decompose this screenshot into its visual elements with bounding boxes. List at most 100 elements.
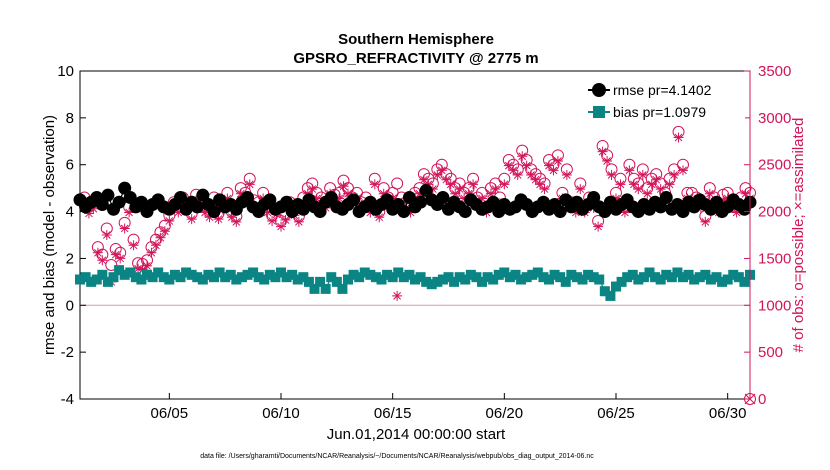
x-axis-ticks: 06/05 06/10 06/15 06/20 06/25 06/30 — [151, 393, 747, 422]
assimilated-obs-point — [110, 249, 121, 260]
assimilated-obs-point — [378, 188, 389, 199]
assimilated-obs-point — [454, 184, 465, 195]
bias-point — [616, 276, 627, 287]
assimilated-obs-point — [459, 193, 470, 204]
bias-point — [410, 274, 420, 285]
assimilated-obs-point — [544, 160, 554, 171]
assimilated-obs-point — [436, 165, 447, 176]
bias-point — [253, 272, 264, 283]
rmse-point — [402, 191, 416, 205]
x-axis-label: Jun.01,2014 00:00:00 start — [327, 426, 506, 443]
assimilated-obs-point — [619, 207, 630, 218]
possible-obs-point — [391, 177, 404, 190]
rmse-point — [95, 198, 109, 212]
bias-point — [471, 272, 482, 283]
assimilated-obs-point — [740, 188, 751, 199]
bias-point — [147, 272, 158, 283]
bias-point — [209, 272, 219, 283]
legend-rmse-label: rmse pr=4.1402 — [613, 82, 712, 98]
rmse-point — [598, 205, 612, 219]
x-tick-label: 06/20 — [486, 405, 524, 422]
x-tick-label: 06/30 — [709, 405, 747, 422]
rmse-point — [313, 205, 327, 219]
assimilated-obs-point — [392, 290, 403, 301]
assimilated-obs-point — [83, 208, 94, 219]
assimilated-obs-point — [597, 146, 608, 157]
assimilated-obs-point — [570, 207, 581, 218]
assimilated-obs-point — [678, 165, 688, 176]
bias-point — [86, 276, 97, 287]
assimilated-obs-point — [204, 212, 215, 223]
bias-point — [443, 272, 454, 283]
bias-point — [287, 269, 298, 280]
y2-tick-label: 0 — [758, 391, 766, 408]
y2-tick-label: 2000 — [758, 204, 791, 221]
bias-point — [426, 279, 437, 290]
bias-point — [493, 269, 504, 280]
rmse-point — [207, 205, 221, 219]
y-axis-label: rmse and bias (model - observation) — [41, 115, 58, 355]
assimilated-obs-point — [477, 193, 487, 204]
assimilated-obs-point — [642, 188, 653, 199]
bias-point — [303, 276, 314, 287]
bias-point — [393, 267, 404, 278]
assimilated-obs-point — [200, 207, 211, 218]
rmse-point — [241, 191, 254, 205]
assimilated-obs-point — [427, 184, 438, 195]
bias-point — [320, 283, 331, 294]
rmse-point — [174, 191, 187, 205]
bias-point — [544, 274, 554, 285]
assimilated-obs-point — [602, 155, 613, 166]
assimilated-obs-point — [159, 226, 170, 237]
rmse-point — [296, 202, 310, 216]
assimilated-obs-point — [88, 203, 99, 214]
x-tick-label: 06/15 — [374, 405, 412, 422]
bias-point — [142, 269, 152, 280]
y2-axis-label: # of obs: o=possible; ×=assimilated — [790, 118, 807, 353]
bias-point — [359, 267, 370, 278]
bias-point — [108, 272, 119, 283]
assimilated-obs-point — [119, 223, 130, 234]
assimilated-obs-point — [521, 160, 532, 171]
assimilated-obs-point — [633, 184, 644, 195]
assimilated-obs-point — [539, 184, 550, 195]
bias-point — [164, 274, 175, 285]
assimilated-obs-point — [651, 174, 662, 185]
y-tick-label: -4 — [61, 391, 74, 408]
assimilated-obs-point — [369, 179, 380, 190]
legend-rmse-marker — [592, 83, 606, 97]
bias-point — [236, 272, 247, 283]
bias-point — [599, 286, 610, 297]
bias-point — [125, 267, 136, 278]
assimilated-obs-point — [700, 216, 711, 227]
assimilated-obs-point — [526, 170, 537, 181]
assimilated-obs-point — [468, 179, 479, 190]
assimilated-obs-point — [611, 193, 621, 204]
bias-point — [577, 274, 588, 285]
assimilated-obs-point — [432, 170, 443, 181]
bias-point — [666, 272, 677, 283]
bias-point — [331, 276, 342, 287]
x-tick-label: 06/25 — [597, 405, 635, 422]
bias-point — [270, 272, 281, 283]
bias-point — [499, 267, 510, 278]
rmse-point — [347, 193, 361, 207]
rmse-point — [397, 205, 411, 219]
footnote: data file: /Users/gharamti/Documents/NCA… — [200, 453, 594, 460]
bias-point — [627, 269, 638, 280]
assimilated-obs-point — [307, 184, 318, 195]
y-tick-label: 10 — [57, 63, 74, 80]
assimilated-obs-point — [552, 155, 563, 166]
bias-point — [465, 269, 476, 280]
bias-point — [158, 272, 169, 283]
assimilated-obs-point — [146, 247, 157, 258]
assimilated-obs-point — [137, 264, 148, 275]
bias-point — [594, 274, 605, 285]
assimilated-obs-point — [150, 240, 161, 251]
bias-point — [343, 274, 353, 285]
rmse-point — [587, 191, 601, 205]
assimilated-obs-point — [548, 165, 559, 176]
rmse-point — [654, 200, 668, 214]
rmse-point — [659, 191, 673, 205]
bias-point — [622, 272, 633, 283]
